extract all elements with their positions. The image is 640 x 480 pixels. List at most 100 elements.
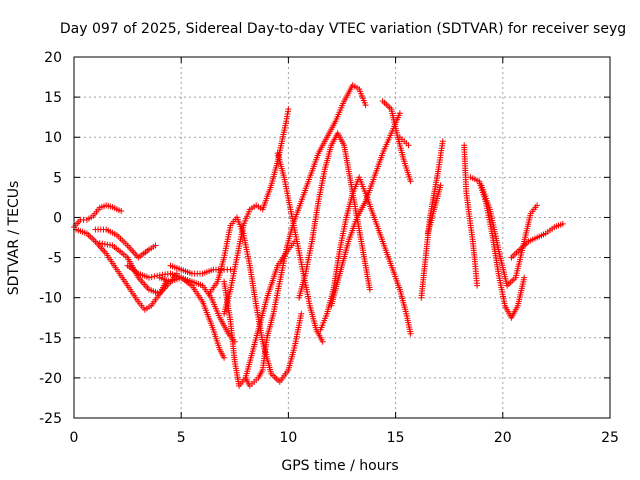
data-marker xyxy=(523,240,530,247)
data-marker xyxy=(269,312,276,319)
data-marker xyxy=(435,168,442,175)
x-tick-label: 0 xyxy=(70,430,79,446)
data-marker xyxy=(263,337,270,344)
data-marker xyxy=(162,280,169,287)
data-marker xyxy=(263,296,270,303)
series-arc-22 xyxy=(478,182,541,289)
data-marker xyxy=(357,236,364,243)
data-marker xyxy=(349,192,356,199)
data-marker xyxy=(467,220,474,227)
data-marker xyxy=(95,206,102,213)
data-marker xyxy=(186,269,193,276)
data-marker xyxy=(81,229,88,236)
data-marker xyxy=(387,132,394,139)
series-arc-19 xyxy=(424,182,444,237)
data-marker xyxy=(430,208,437,215)
data-marker xyxy=(220,256,227,263)
data-marker xyxy=(379,236,385,243)
y-tick-label: 15 xyxy=(44,90,62,106)
data-marker xyxy=(280,172,287,179)
data-marker xyxy=(473,280,480,287)
data-marker xyxy=(209,324,216,331)
data-marker xyxy=(386,104,393,111)
data-marker xyxy=(387,260,394,267)
data-marker xyxy=(370,212,377,219)
data-marker xyxy=(321,168,328,175)
data-marker xyxy=(370,176,377,183)
data-marker xyxy=(267,184,274,191)
data-marker xyxy=(80,216,87,223)
data-marker xyxy=(353,216,360,223)
data-marker xyxy=(208,267,215,274)
y-tick-label: -25 xyxy=(39,411,62,427)
data-marker xyxy=(122,240,129,247)
data-marker xyxy=(340,140,347,147)
data-marker xyxy=(501,300,508,307)
y-tick-label: 0 xyxy=(53,210,62,226)
data-marker xyxy=(520,276,527,283)
series-arc-23 xyxy=(508,220,566,261)
data-marker xyxy=(399,136,405,143)
data-point xyxy=(118,208,125,214)
data-marker xyxy=(291,345,298,351)
data-marker xyxy=(314,152,321,159)
series-arc-13 xyxy=(296,130,373,301)
data-marker xyxy=(144,247,151,254)
data-marker xyxy=(253,376,260,383)
data-marker xyxy=(395,112,402,119)
series-arc-8 xyxy=(206,214,305,385)
data-marker xyxy=(150,243,157,250)
data-marker xyxy=(123,280,130,287)
y-tick-label: 20 xyxy=(44,50,62,66)
data-marker xyxy=(340,100,347,107)
data-marker xyxy=(366,284,373,291)
data-marker xyxy=(274,264,280,271)
data-marker xyxy=(122,253,129,260)
data-marker xyxy=(140,304,147,311)
data-marker xyxy=(510,276,517,283)
data-marker xyxy=(231,356,238,363)
data-marker xyxy=(90,236,97,243)
axis-ticks: 0 5 10 15 20 25 -25 -20 -15 -10 -5 0 5 10 15 20 xyxy=(39,50,619,446)
data-marker xyxy=(107,203,114,210)
series-arc-21 xyxy=(467,174,528,321)
data-marker xyxy=(308,240,315,247)
data-marker xyxy=(151,273,158,280)
data-marker xyxy=(224,328,231,335)
series-arc-9 xyxy=(221,106,292,317)
data-marker xyxy=(407,328,414,335)
data-marker xyxy=(198,296,205,303)
data-marker xyxy=(282,248,289,255)
data-marker xyxy=(336,248,343,255)
data-marker xyxy=(252,337,259,343)
data-marker xyxy=(245,208,252,215)
series-arc-4 xyxy=(96,240,170,297)
series-arc-7 xyxy=(167,262,234,277)
data-marker xyxy=(197,281,204,288)
data-marker xyxy=(515,248,522,255)
series-arc-2 xyxy=(73,226,180,313)
data-marker xyxy=(267,368,274,375)
data-marker xyxy=(318,336,325,343)
data-marker xyxy=(215,312,222,319)
data-marker xyxy=(282,120,289,127)
y-tick-label: -10 xyxy=(39,291,62,307)
data-marker xyxy=(224,266,231,273)
y-tick-label: -5 xyxy=(48,251,62,267)
data-marker xyxy=(239,224,246,231)
data-marker xyxy=(344,240,351,247)
series-arc-1 xyxy=(71,202,125,231)
y-tick-label: -15 xyxy=(39,331,62,347)
series-arc-17 xyxy=(396,134,412,149)
data-marker xyxy=(276,280,283,287)
data-marker xyxy=(400,156,407,163)
data-marker xyxy=(342,216,349,223)
data-marker xyxy=(474,177,481,184)
data-marker xyxy=(354,84,360,91)
data-marker xyxy=(112,264,119,271)
data-marker xyxy=(549,225,556,232)
data-marker xyxy=(220,352,226,359)
data-marker xyxy=(233,256,240,263)
series-arc-14 xyxy=(317,174,414,337)
data-marker xyxy=(513,304,520,311)
